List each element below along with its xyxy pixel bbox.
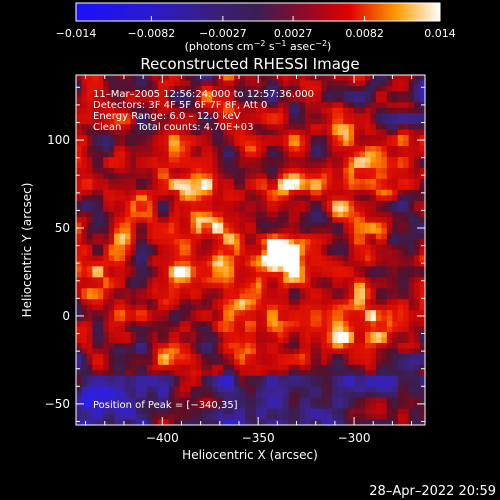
x-axis-label: Heliocentric X (arcsec) xyxy=(182,448,318,462)
x-tick-label: −350 xyxy=(242,431,275,445)
y-tick-label: 100 xyxy=(47,133,70,147)
annotation-energy: Energy Range: 6.0 – 12.0 keV xyxy=(93,111,241,122)
chart-title: Reconstructed RHESSI Image xyxy=(140,55,359,73)
annotation-time: 11–Mar–2005 12:56:24.000 to 12:57:36.000 xyxy=(93,89,314,100)
peak-position-label: Position of Peak = [−340,35] xyxy=(93,400,238,411)
colorbar-tick-label: 0.014 xyxy=(424,27,456,40)
x-tick-label: −400 xyxy=(146,431,179,445)
colorbar-tick-label: −0.0082 xyxy=(128,27,176,40)
footer-date: 28–Apr–2022 20:59 xyxy=(369,484,496,499)
colorbar xyxy=(75,2,441,22)
colorbar-unit-label: (photons cm−2 s−1 asec−2) xyxy=(185,39,332,53)
y-tick-label: 0 xyxy=(62,309,70,323)
y-tick-label: −50 xyxy=(45,397,70,411)
y-tick-label: 50 xyxy=(55,221,70,235)
y-axis-label: Heliocentric Y (arcsec) xyxy=(20,183,34,318)
colorbar-tick-label: 0.0082 xyxy=(345,27,384,40)
heatmap-image xyxy=(76,75,425,425)
colorbar-tick-label: −0.0027 xyxy=(199,27,247,40)
annotation-detectors: Detectors: 3F 4F 5F 6F 7F 8F, Att 0 xyxy=(93,100,267,111)
colorbar-tick-label: −0.014 xyxy=(56,27,97,40)
colorbar-tick-label: 0.0027 xyxy=(274,27,313,40)
colorbar-ticks: −0.014 −0.0082 −0.0027 0.0027 0.0082 0.014 xyxy=(56,16,456,40)
annotation-counts: Clean Total counts: 4.70E+03 xyxy=(93,122,253,133)
annotation-block: 11–Mar–2005 12:56:24.000 to 12:57:36.000… xyxy=(93,89,314,133)
axis-ticks: −400 −350 −300 −50 0 50 100 xyxy=(45,75,425,445)
plot-frame xyxy=(75,74,426,426)
x-tick-label: −300 xyxy=(338,431,371,445)
